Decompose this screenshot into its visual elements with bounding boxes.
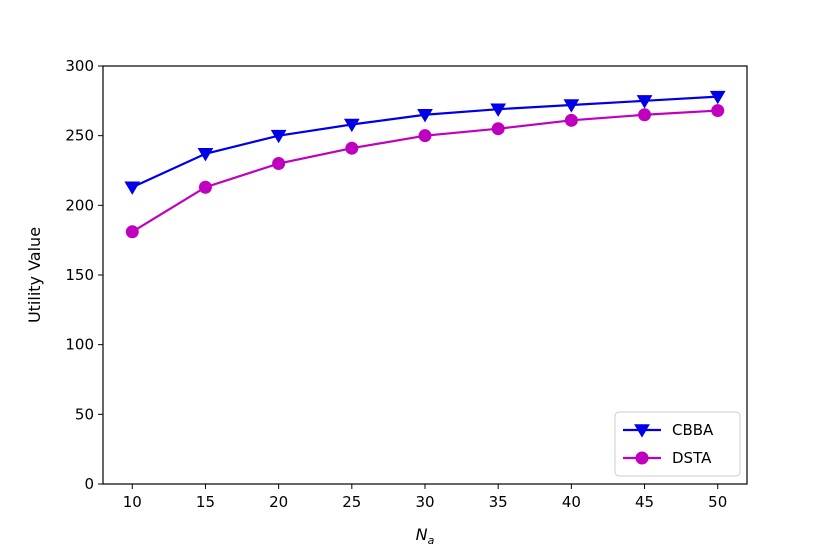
data-point [125,225,139,239]
y-tick-label: 200 [65,196,94,214]
y-axis: 0 50 100 150 200 250 300 [65,57,103,493]
legend-label: DSTA [672,449,712,467]
data-point [563,99,580,113]
data-point [490,103,507,117]
data-point [343,118,360,133]
data-point [272,157,286,171]
y-axis-label: Utility Value [25,227,44,323]
legend-marker [635,451,649,465]
y-tick-label: 250 [65,127,94,145]
x-tick-label: 40 [562,493,581,511]
data-point [345,141,359,155]
x-axis-label: Na [416,525,435,547]
x-axis-label-subscript: a [428,534,435,547]
data-point [270,129,287,144]
series-layer [124,90,726,239]
x-axis-label-main: N [416,525,428,544]
data-point [198,180,212,194]
legend: CBBA DSTA [614,411,741,477]
y-tick-label: 300 [65,57,94,75]
y-tick-label: 150 [65,266,94,284]
data-point [124,181,141,195]
x-tick-label: 30 [415,493,434,511]
data-point [636,95,653,109]
data-point [418,129,432,143]
data-point [711,104,725,118]
x-tick-label: 35 [489,493,508,511]
x-axis: 10 15 20 25 30 35 40 45 50 [123,484,727,511]
data-point [197,148,214,162]
y-tick-label: 50 [75,405,94,423]
data-point [417,109,433,123]
x-tick-label: 50 [708,493,727,511]
x-tick-label: 15 [196,493,215,511]
y-tick-label: 0 [84,475,94,493]
data-point [491,122,505,136]
data-point [709,90,726,105]
series-cbba [124,90,726,195]
x-tick-label: 10 [123,493,142,511]
x-tick-label: 20 [269,493,288,511]
x-tick-label: 25 [342,493,361,511]
series-dsta [125,104,725,239]
data-point [638,108,652,122]
data-point [564,113,578,127]
legend-marker [634,424,650,438]
y-tick-label: 100 [65,336,94,354]
x-tick-label: 45 [635,493,654,511]
legend-label: CBBA [672,421,714,439]
